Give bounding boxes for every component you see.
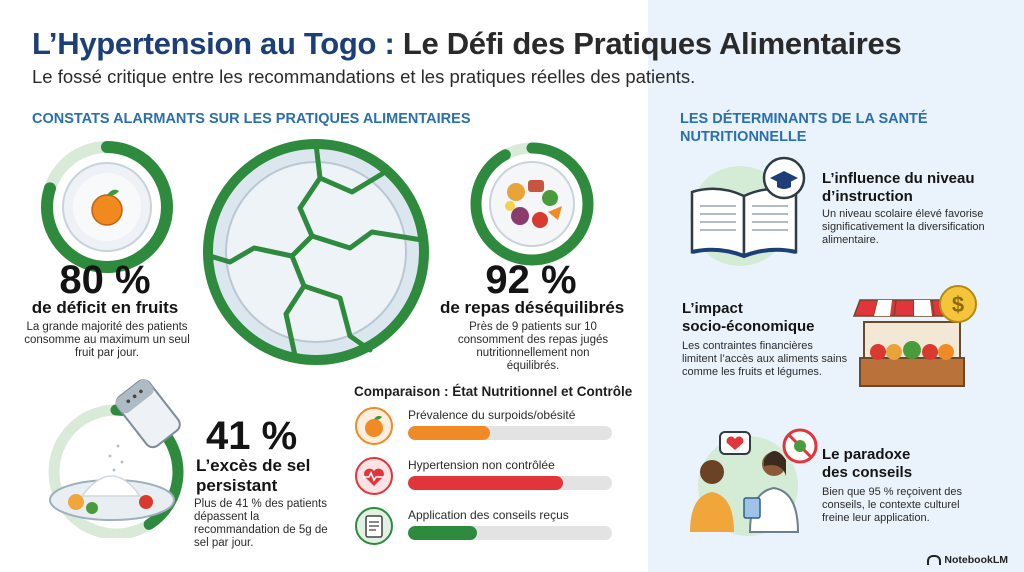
svg-text:$: $ bbox=[952, 292, 964, 317]
salt-excess-label: L’excès de sel persistant bbox=[196, 456, 311, 495]
page-title: L’Hypertension au Togo : Le Défi des Pra… bbox=[32, 26, 902, 61]
advice-application-track bbox=[408, 526, 612, 540]
meal-imbalance-ring bbox=[470, 142, 594, 266]
fruit-deficit-description: La grande majorité des patients consomme… bbox=[24, 321, 190, 359]
meal-imbalance-value: 92 % bbox=[485, 258, 577, 302]
right-section-heading: LES DÉTERMINANTS DE LA SANTÉ NUTRITIONNE… bbox=[680, 111, 928, 145]
overweight-label: Prévalence du surpoids/obésité bbox=[408, 408, 576, 422]
socioeconomic-description: Les contraintes financières limitent l’ac… bbox=[682, 340, 848, 378]
notebooklm-brand: NotebookLM bbox=[927, 554, 1008, 566]
advice-paradox-title: Le paradoxe des conseils bbox=[822, 446, 913, 481]
notebooklm-logo-icon bbox=[927, 555, 942, 566]
mixed-food-plate-icon bbox=[470, 142, 594, 266]
advice-application-bar bbox=[408, 526, 478, 540]
cracked-plate-illustration bbox=[203, 139, 429, 365]
meal-imbalance-label: de repas déséquilibrés bbox=[440, 298, 625, 317]
advice-paradox-description: Bien que 95 % reçoivent des conseils, le … bbox=[822, 486, 963, 524]
comparison-title: Comparaison : État Nutritionnel et Contr… bbox=[354, 384, 633, 399]
page-subtitle: Le fossé critique entre les recommandati… bbox=[32, 66, 696, 87]
socioeconomic-title: L’impact socio-économique bbox=[682, 300, 815, 335]
market-stall-icon: $ bbox=[852, 285, 977, 387]
advice-application-label: Application des conseils reçus bbox=[408, 508, 569, 522]
fruit-deficit-ring bbox=[41, 141, 173, 273]
left-section-heading: CONSTATS ALARMANTS SUR LES PRATIQUES ALI… bbox=[32, 111, 471, 127]
salt-excess-description: Plus de 41 % des patients dépassent la r… bbox=[194, 498, 328, 549]
fruit-deficit-label: de déficit en fruits bbox=[31, 298, 179, 317]
salt-excess-ring bbox=[48, 404, 184, 538]
education-title: L’influence du niveau d’instruction bbox=[822, 170, 975, 205]
education-description: Un niveau scolaire élevé favorise signifi… bbox=[822, 208, 985, 246]
uncontrolled-hypertension-track bbox=[408, 476, 612, 490]
uncontrolled-hypertension-label: Hypertension non contrôlée bbox=[408, 458, 555, 472]
meal-imbalance-description: Près de 9 patients sur 10 consomment des… bbox=[457, 321, 609, 372]
overweight-bar bbox=[408, 426, 490, 440]
salt-shaker-icon bbox=[48, 379, 184, 538]
orange-plate-icon bbox=[41, 141, 173, 273]
salt-excess-value: 41 % bbox=[206, 414, 298, 458]
checklist-icon bbox=[355, 507, 393, 545]
doctor-patient-icon bbox=[690, 428, 818, 536]
heart-pulse-icon bbox=[355, 457, 393, 495]
orange-icon bbox=[355, 407, 393, 445]
book-graduation-icon bbox=[690, 156, 806, 266]
fruit-deficit-value: 80 % bbox=[59, 258, 151, 302]
overweight-track bbox=[408, 426, 612, 440]
uncontrolled-hypertension-bar bbox=[408, 476, 564, 490]
